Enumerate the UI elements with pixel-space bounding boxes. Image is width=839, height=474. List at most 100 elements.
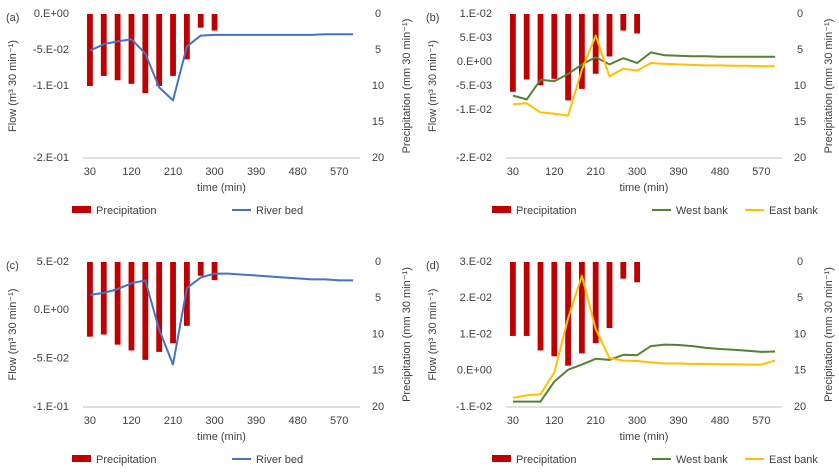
legend-swatch-precipitation (72, 455, 91, 462)
x-tick-label-c: 390 (247, 415, 265, 427)
y-right-tick-label-c: 10 (372, 328, 384, 340)
y-right-tick-label-b: 15 (794, 116, 806, 128)
legend-label-precipitation: Precipitation (516, 454, 577, 466)
legend-d: Precipitation West bank East bank (492, 454, 818, 466)
panel-label-a: (a) (6, 12, 19, 24)
y-left-tick-label-d: 1.E-02 (460, 328, 492, 340)
legend-label-west-bank: West bank (676, 205, 728, 217)
y-right-tick-label-b: 10 (794, 80, 806, 92)
y-right-tick-label-d: 5 (797, 292, 803, 304)
precip-bar-c (198, 262, 204, 276)
legend-label-west-bank: West bank (676, 454, 728, 466)
legend-label-east-bank: East bank (769, 454, 818, 466)
y-left-tick-label-b: 5.E-03 (460, 32, 492, 44)
precip-bar-a (198, 14, 204, 28)
precip-bar-c (170, 262, 176, 343)
y-left-tick-label-c: -5.E-02 (33, 353, 69, 365)
precip-bar-b (607, 14, 613, 56)
y-left-tick-label-a: -1.E-01 (33, 80, 69, 92)
y-right-axis-label-a: Precipitation (mm 30 min⁻¹) (401, 19, 413, 154)
legend-label-precipitation: Precipitation (516, 205, 577, 217)
legend-b: Precipitation West bank East bank (492, 205, 818, 217)
panel-label-d: (d) (426, 260, 439, 272)
legend-a: Precipitation River bed (72, 205, 303, 217)
y-right-axis-label-d: Precipitation (mm 30 min⁻¹) (823, 267, 835, 402)
x-tick-label-a: 390 (247, 166, 265, 178)
precip-bar-a (212, 14, 218, 31)
precip-bar-c (142, 262, 148, 360)
y-right-axis-label-c: Precipitation (mm 30 min⁻¹) (401, 267, 413, 402)
y-right-tick-label-c: 5 (375, 292, 381, 304)
y-left-axis-label-b: Flow (m³ 30 min⁻¹) (427, 40, 439, 132)
y-left-axis-label-d: Flow (m³ 30 min⁻¹) (427, 289, 439, 381)
precip-bar-b (524, 14, 530, 80)
panel-a: (a) 0.E+00 -5.E-02 -1.E-01 -2.E-01 0 5 10 15 20 30… (6, 8, 413, 217)
precip-bar-a (170, 14, 176, 76)
precip-bar-d (634, 262, 640, 282)
x-tick-label-a: 30 (84, 166, 96, 178)
y-right-tick-label-a: 15 (372, 116, 384, 128)
y-left-tick-label-b: -1.E-02 (456, 104, 492, 116)
precip-bar-b (551, 14, 557, 79)
panel-b: (b) 1.E-02 5.E-03 0.E+00 -5.E-03 -1.E-02 -2.E-… (426, 8, 835, 217)
x-axis-label-b: time (min) (620, 182, 669, 194)
legend-label-river-bed: River bed (256, 454, 303, 466)
y-left-axis-label-c: Flow (m³ 30 min⁻¹) (7, 289, 19, 381)
legend-swatch-precipitation (492, 206, 511, 213)
x-tick-label-b: 390 (669, 166, 687, 178)
legend-label-precipitation: Precipitation (96, 205, 157, 217)
precip-bar-b (510, 14, 516, 92)
x-tick-label-c: 570 (330, 415, 348, 427)
precip-bar-d (524, 262, 530, 336)
panel-label-c: (c) (6, 260, 19, 272)
y-left-tick-label-c: 0.E+00 (34, 304, 69, 316)
x-tick-label-a: 570 (330, 166, 348, 178)
legend-c: Precipitation River bed (72, 454, 303, 466)
y-right-tick-label-c: 20 (372, 401, 384, 413)
x-axis-label-c: time (min) (197, 431, 246, 443)
y-right-tick-label-d: 15 (794, 365, 806, 377)
x-tick-label-b: 570 (752, 166, 770, 178)
x-tick-label-c: 210 (164, 415, 182, 427)
panel-label-b: (b) (426, 12, 439, 24)
precip-bar-d (620, 262, 626, 279)
precip-bar-c (156, 262, 162, 352)
y-left-tick-label-d: 3.E-02 (460, 256, 492, 268)
precip-bar-a (115, 14, 121, 80)
precip-bar-b (565, 14, 571, 100)
x-tick-label-d: 570 (752, 415, 770, 427)
y-right-tick-label-a: 20 (372, 152, 384, 164)
x-axis-label-a: time (min) (197, 182, 246, 194)
x-tick-label-d: 120 (545, 415, 563, 427)
legend-label-precipitation: Precipitation (96, 454, 157, 466)
y-right-axis-label-b: Precipitation (mm 30 min⁻¹) (823, 19, 835, 154)
y-right-tick-label-d: 20 (794, 401, 806, 413)
y-left-tick-label-c: -1.E-01 (33, 401, 69, 413)
precip-bar-b (620, 14, 626, 31)
precip-bar-c (101, 262, 107, 335)
x-tick-label-b: 30 (507, 166, 519, 178)
precip-bar-b (538, 14, 544, 85)
y-left-tick-label-a: -2.E-01 (33, 152, 69, 164)
x-tick-label-a: 210 (164, 166, 182, 178)
y-right-tick-label-a: 0 (375, 8, 381, 20)
precip-bar-a (156, 14, 162, 86)
y-right-tick-label-b: 5 (797, 44, 803, 56)
precip-bar-c (129, 262, 135, 350)
y-left-tick-label-c: 5.E-02 (37, 256, 69, 268)
panel-c: (c) 5.E-02 0.E+00 -5.E-02 -1.E-01 0 5 10 15 20 30 1… (6, 256, 413, 466)
x-tick-label-c: 300 (205, 415, 223, 427)
precip-bar-d (510, 262, 516, 336)
y-left-tick-label-b: 1.E-02 (460, 8, 492, 20)
x-tick-label-b: 120 (545, 166, 563, 178)
precip-bar-c (115, 262, 121, 345)
x-tick-label-d: 480 (711, 415, 729, 427)
legend-swatch-precipitation (492, 455, 511, 462)
legend-label-river-bed: River bed (256, 205, 303, 217)
y-right-tick-label-c: 0 (375, 256, 381, 268)
x-tick-label-c: 30 (84, 415, 96, 427)
x-tick-label-d: 390 (669, 415, 687, 427)
x-tick-label-b: 480 (711, 166, 729, 178)
